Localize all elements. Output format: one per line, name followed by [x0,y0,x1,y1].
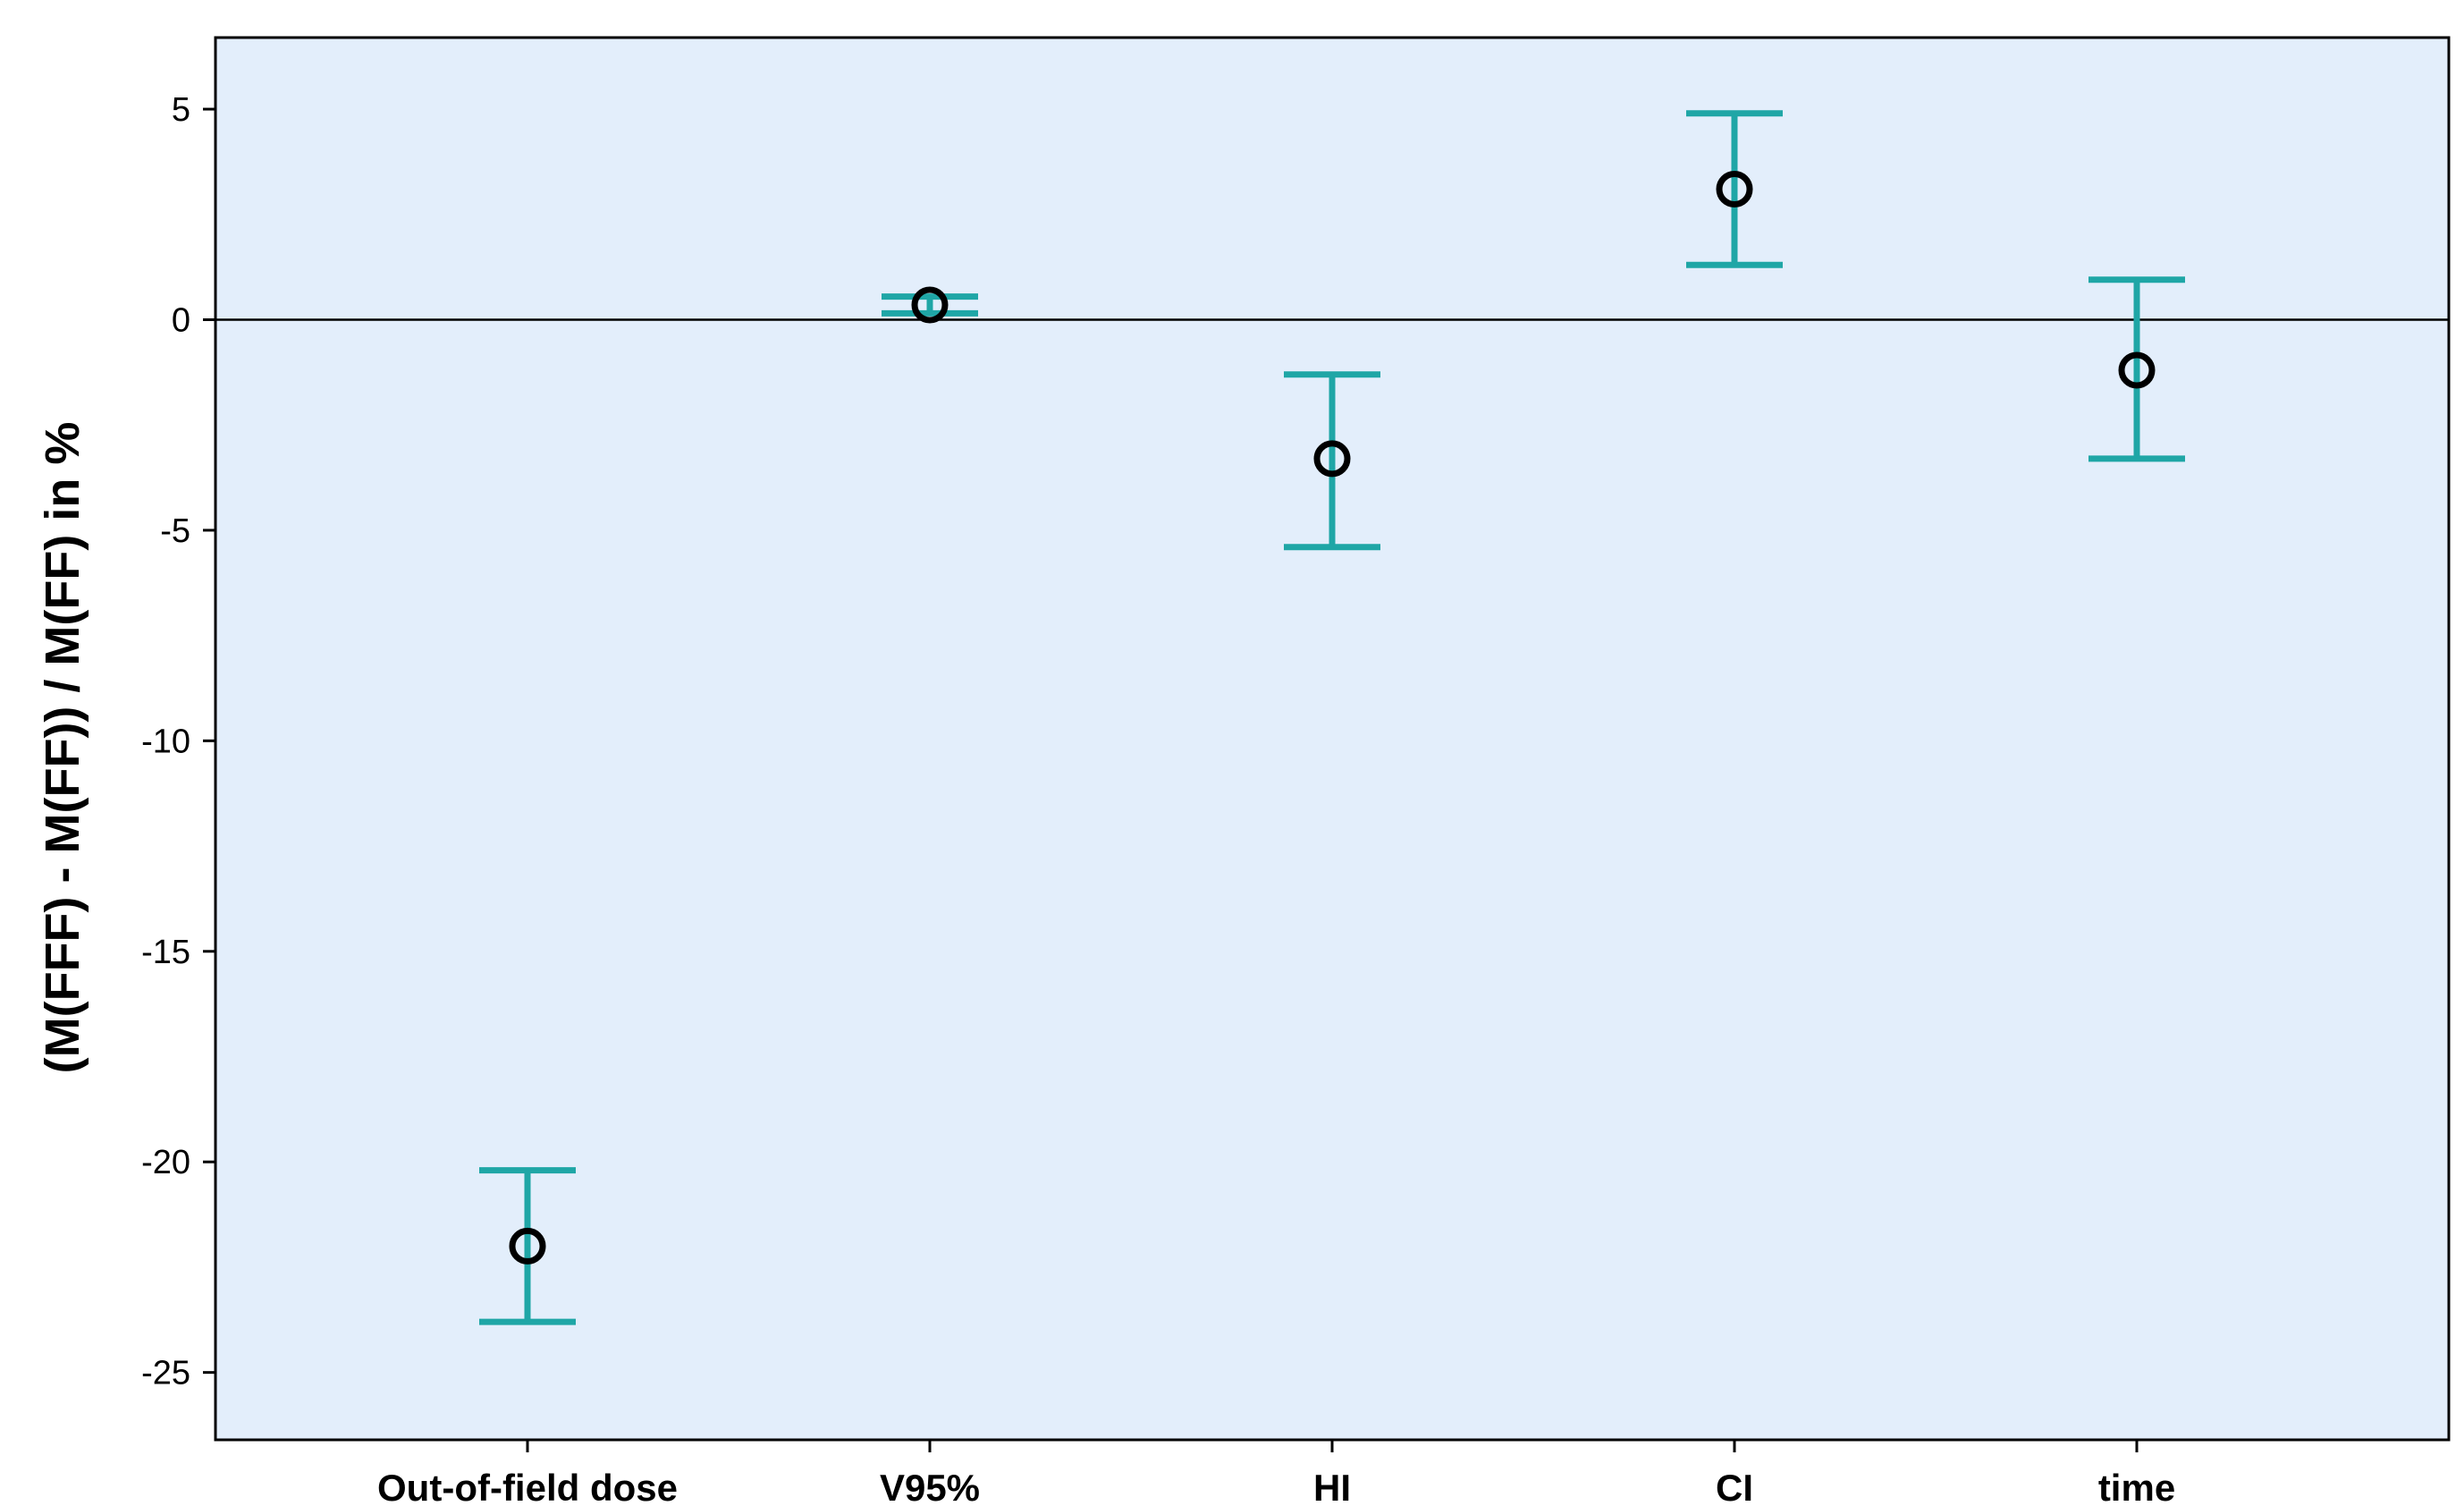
y-tick-label: 5 [172,91,190,129]
x-category-label: Out-of-field dose [377,1467,678,1506]
mean-marker [911,286,949,324]
x-category-label: V95% [880,1467,980,1506]
mean-marker [509,1227,546,1265]
x-axis: Out-of-field dose V95% HI CI time [377,1440,2175,1506]
y-tick-label: -10 [141,723,190,760]
x-category-label: CI [1716,1467,1753,1506]
y-tick-label: -20 [141,1144,190,1181]
y-tick-label: -15 [141,934,190,971]
error-bar-point [2088,276,2185,462]
x-category-label: time [2098,1467,2175,1506]
error-bar-point [479,1167,576,1325]
error-bar-point [882,286,978,324]
y-tick-label: -25 [141,1355,190,1392]
y-axis: 5 0 -5 -10 -15 -20 -25 [141,91,215,1392]
y-tick-label: 0 [172,301,190,339]
error-bar-point [1284,371,1380,551]
mean-marker [1313,440,1351,478]
data-points [479,110,2185,1325]
y-axis-title: (M(FFF) - M(FF)) / M(FF) in % [36,422,89,1074]
x-category-label: HI [1313,1467,1351,1506]
error-bar-point [1686,110,1783,268]
y-tick-label: -5 [160,512,190,550]
plot-area [214,36,2451,1442]
mean-marker [1716,171,1753,208]
mean-marker [2118,351,2156,389]
